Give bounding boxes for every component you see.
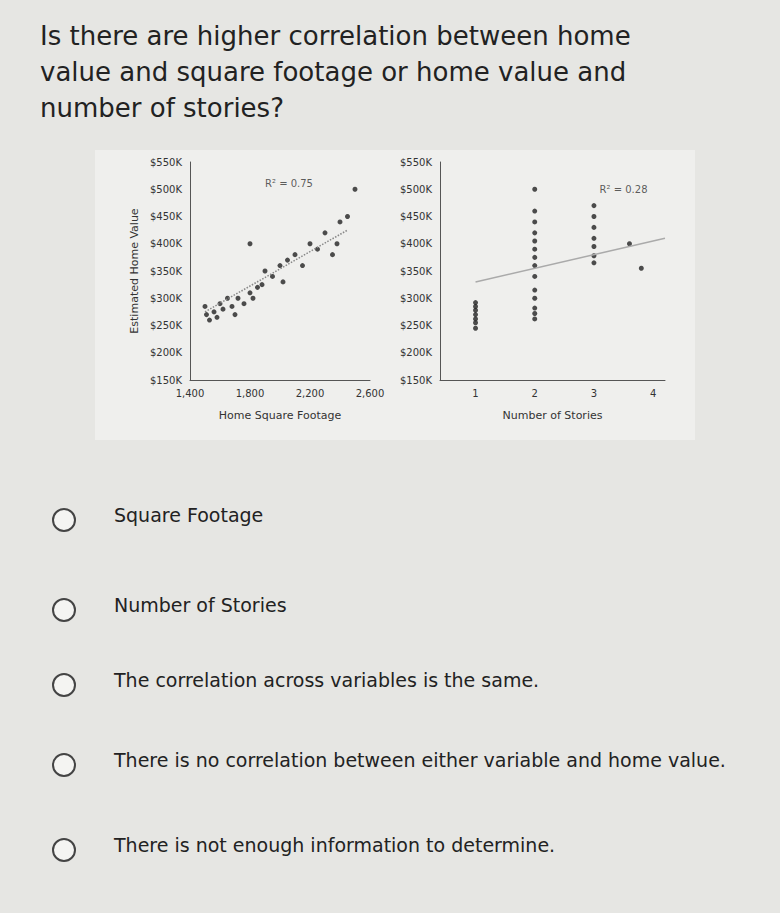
- svg-text:$350K: $350K: [150, 266, 182, 277]
- svg-text:2,600: 2,600: [356, 388, 385, 399]
- html-text:Square Footage: Square Footage: [114, 504, 264, 526]
- svg-text:$200K: $200K: [400, 347, 432, 358]
- svg-text:$400K: $400K: [400, 238, 432, 249]
- svg-text:1,800: 1,800: [236, 388, 265, 399]
- svg-text:$500K: $500K: [400, 184, 432, 195]
- svg-text:$550K: $550K: [150, 157, 182, 168]
- svg-text:$250K: $250K: [400, 320, 432, 331]
- svg-text:$300K: $300K: [400, 293, 432, 304]
- svg-text:1,400: 1,400: [176, 388, 205, 399]
- svg-text:2,200: 2,200: [296, 388, 325, 399]
- svg-text:$250K: $250K: [150, 320, 182, 331]
- svg-text:Home Square Footage: Home Square Footage: [219, 409, 342, 422]
- html-text:The correlation across variabl: The correlation across variables is the …: [114, 669, 540, 691]
- svg-text:Number of Stories: Number of Stories: [503, 409, 603, 422]
- html-text:There is not enough informatio: There is not enough information to deter…: [114, 834, 556, 856]
- svg-text:$150K: $150K: [150, 375, 182, 386]
- svg-text:1: 1: [472, 388, 478, 399]
- html-text:Is there are higher correlatio: Is there are higher correlation between …: [40, 21, 631, 123]
- svg-text:$400K: $400K: [150, 238, 182, 249]
- svg-text:$500K: $500K: [150, 184, 182, 195]
- svg-text:$550K: $550K: [400, 157, 432, 168]
- svg-text:2: 2: [532, 388, 538, 399]
- svg-text:$450K: $450K: [400, 211, 432, 222]
- svg-text:R² = 0.75: R² = 0.75: [265, 178, 313, 189]
- svg-text:3: 3: [591, 388, 597, 399]
- svg-text:$450K: $450K: [150, 211, 182, 222]
- svg-text:4: 4: [650, 388, 656, 399]
- svg-text:$150K: $150K: [400, 375, 432, 386]
- html-text:There is no correlation betwee: There is no correlation between either v…: [114, 749, 726, 771]
- svg-text:$300K: $300K: [150, 293, 182, 304]
- svg-text:$200K: $200K: [150, 347, 182, 358]
- svg-text:R² = 0.28: R² = 0.28: [600, 184, 648, 195]
- svg-text:Estimated Home Value: Estimated Home Value: [128, 208, 141, 333]
- svg-text:$350K: $350K: [400, 266, 432, 277]
- html-text:Number of Stories: Number of Stories: [114, 594, 287, 616]
